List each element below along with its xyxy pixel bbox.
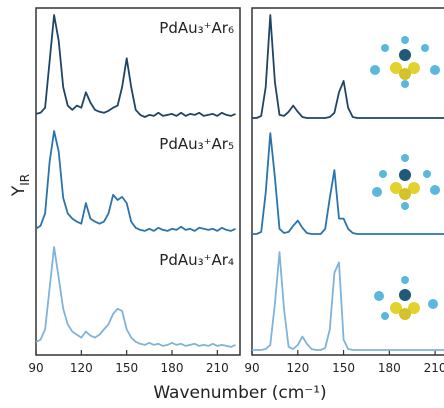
x-tick-label: 210 [206,361,229,375]
x-tick-label: 180 [378,361,401,375]
molecule [372,154,440,210]
series-label: PdAu₃⁺Ar₅ [159,135,234,153]
molecule [374,276,438,320]
figure: Wavenumber (cm⁻¹) YIR 90 120 150 180 210 PdAu… [0,0,444,408]
x-tick-label: 90 [28,361,43,375]
x-tick-label: 150 [332,361,355,375]
series-label: PdAu₃⁺Ar₄ [159,251,234,269]
x-tick-label: 180 [161,361,184,375]
molecule-icons [370,36,440,320]
x-tick-label: 90 [244,361,259,375]
page: {"xlabel": "Wavenumber (cm⁻¹)", "ylabel"… [0,0,444,408]
y-axis-label: YIR [9,174,32,197]
x-axis-label: Wavenumber (cm⁻¹) [153,383,326,403]
x-tick-label: 120 [70,361,93,375]
x-tick-label: 120 [286,361,309,375]
molecule [370,36,440,88]
series-label: PdAu₃⁺Ar₆ [159,19,234,37]
y-label-sub: IR [18,174,32,186]
x-tick-label: 210 [424,361,444,375]
y-label-main: Y [9,185,29,197]
x-tick-label: 150 [115,361,138,375]
spectrum-line [252,252,444,350]
plot-frame [36,8,240,355]
